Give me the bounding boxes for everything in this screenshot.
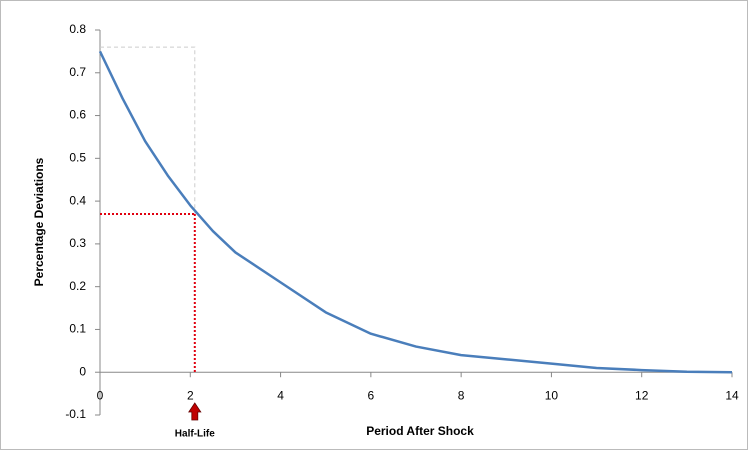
y-tick-label: 0.7: [69, 65, 86, 79]
x-tick-label: 8: [458, 388, 465, 402]
y-tick-label: 0: [79, 364, 86, 378]
half-life-arrow: [188, 402, 202, 421]
data-line: [98, 50, 733, 374]
reference-box: [100, 46, 196, 214]
half-life-label: Half-Life: [175, 429, 215, 440]
y-tick-label: 0.1: [69, 322, 86, 336]
x-tick-label: 2: [187, 388, 194, 402]
y-tick-label: 0.4: [69, 193, 86, 207]
y-tick-label: 0.5: [69, 151, 86, 165]
y-tick-label: 0.2: [69, 279, 86, 293]
x-tick-label: 0: [97, 388, 104, 402]
y-tick-label: 0.3: [69, 236, 86, 250]
x-tick-label: 6: [368, 388, 375, 402]
x-tick-label: 4: [277, 388, 284, 402]
y-tick-label: -0.1: [65, 407, 86, 421]
y-tick-label: 0.8: [69, 22, 86, 36]
y-axis-title: Percentage Deviations: [32, 157, 46, 286]
y-tick-label: 0.6: [69, 108, 86, 122]
x-tick-label: 12: [635, 388, 649, 402]
x-axis-title: Period After Shock: [366, 424, 474, 438]
x-tick-label: 10: [545, 388, 559, 402]
x-tick-label: 14: [725, 388, 739, 402]
